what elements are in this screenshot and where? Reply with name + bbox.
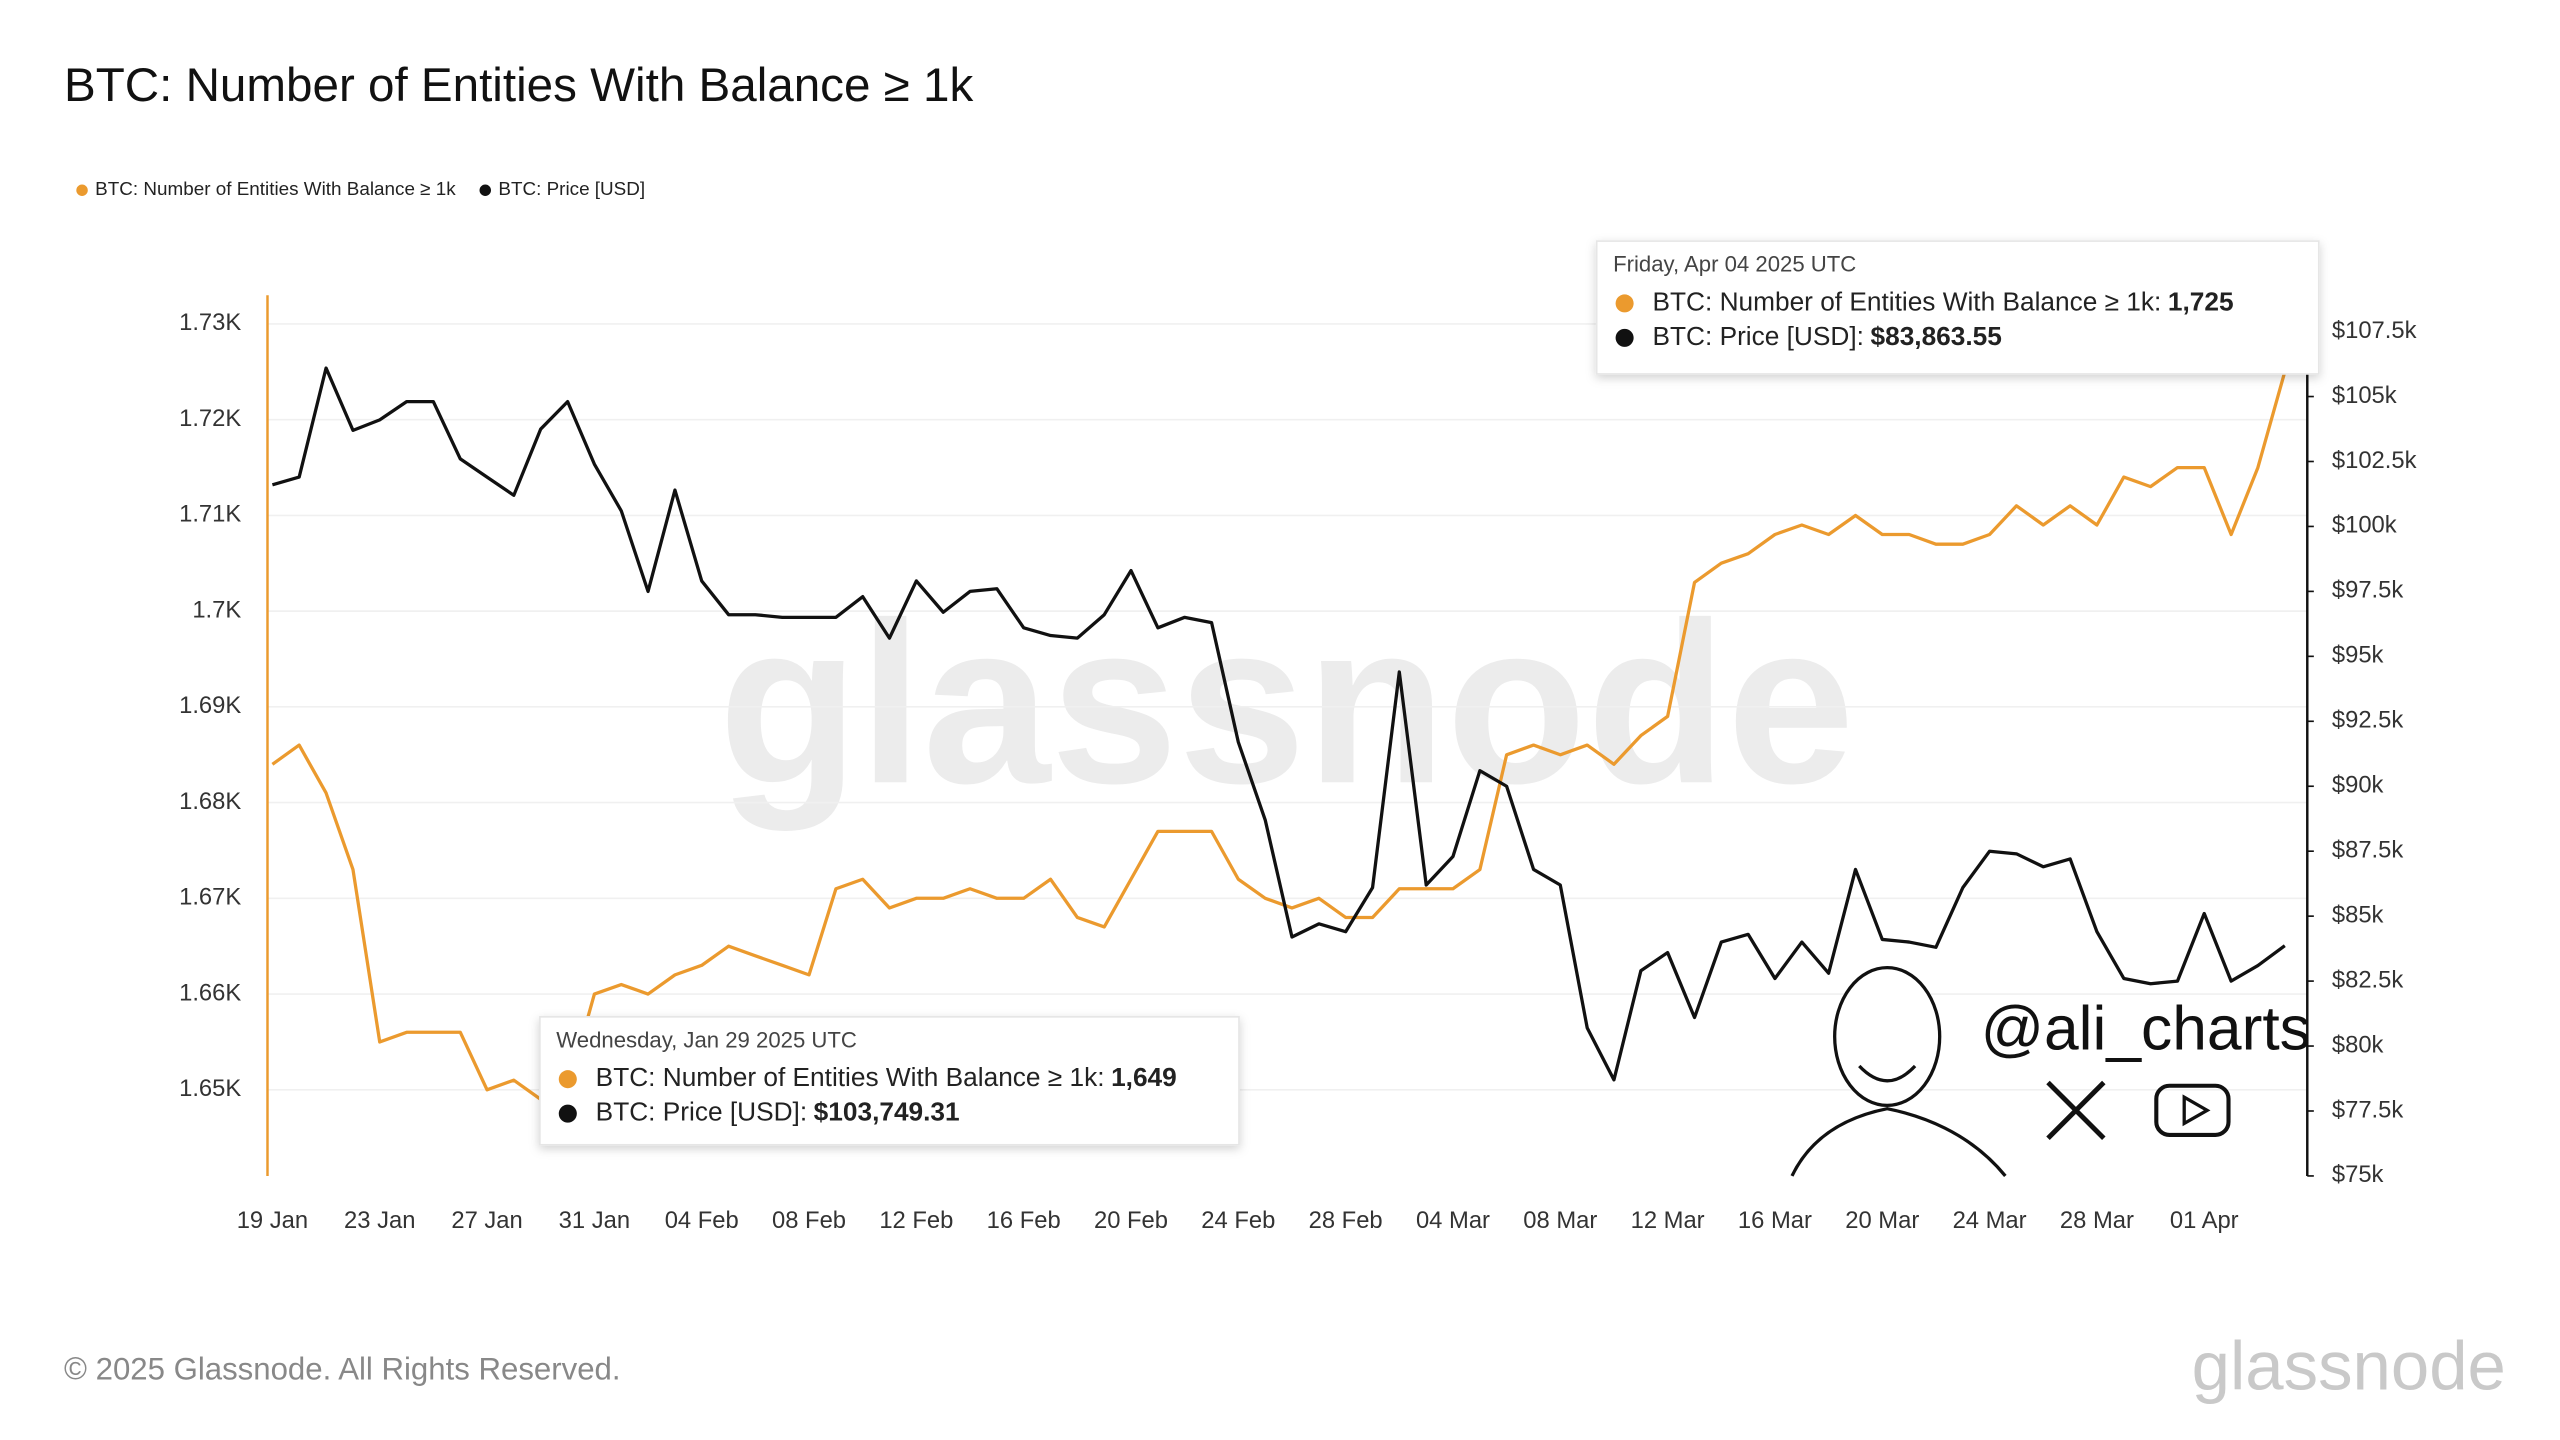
handle: @ali_charts <box>1981 995 2311 1064</box>
tooltip: Wednesday, Jan 29 2025 UTC BTC: Number of… <box>539 1016 1240 1146</box>
x-tick-label: 20 Feb <box>1094 1207 1168 1234</box>
x-tick-label: 16 Mar <box>1738 1207 1812 1234</box>
tooltip-marker <box>558 1070 577 1089</box>
x-tick-label: 31 Jan <box>559 1207 630 1234</box>
legend-marker <box>479 184 492 196</box>
avatar-body <box>1790 1107 2007 1177</box>
tooltip-date: Friday, Apr 04 2025 UTC <box>1613 252 1856 277</box>
x-tick-label: 20 Mar <box>1845 1207 1919 1234</box>
x-icon <box>2046 1080 2106 1140</box>
logo: glassnode <box>2192 1327 2506 1404</box>
tooltip-value: $103,749.31 <box>814 1097 960 1127</box>
author-badge: @ali_charts <box>1790 966 2311 1177</box>
tooltip-box <box>539 1016 1240 1146</box>
legend-marker <box>76 184 88 196</box>
y2-tick-label: $95k <box>2332 642 2384 669</box>
y2-tick-label: $75k <box>2332 1161 2384 1188</box>
x-tick-label: 28 Mar <box>2060 1207 2134 1234</box>
watermark: glassnode <box>718 574 1854 831</box>
y2-tick-label: $80k <box>2332 1031 2384 1058</box>
footer: © 2025 Glassnode. All Rights Reserved. <box>64 1351 621 1386</box>
tooltip-marker <box>1615 294 1634 313</box>
avatar-face <box>1833 966 1942 1108</box>
x-tick-label: 01 Apr <box>2170 1207 2239 1234</box>
x-tick-label: 08 Mar <box>1523 1207 1597 1234</box>
y2-tick-label: $107.5k <box>2332 317 2417 344</box>
y-tick-label: 1.68K <box>179 788 241 815</box>
y-tick-label: 1.72K <box>179 405 241 432</box>
legend-label: BTC: Number of Entities With Balance ≥ 1… <box>95 178 456 199</box>
tooltip-marker <box>558 1104 577 1123</box>
y2-tick-label: $90k <box>2332 772 2384 799</box>
x-tick-label: 12 Feb <box>879 1207 953 1234</box>
y2-tick-label: $85k <box>2332 901 2384 928</box>
tooltip-label: BTC: Number of Entities With Balance ≥ 1… <box>1653 286 2162 316</box>
y-tick-label: 1.67K <box>179 884 241 911</box>
plot-area: 1.65K 1.66K 1.67K 1.68K 1.69K 1.7K 1.71K 1.72K 1… <box>179 295 2417 1234</box>
youtube-icon <box>2154 1083 2231 1137</box>
legend-label: BTC: Price [USD] <box>498 178 645 199</box>
series-line <box>271 371 2287 1101</box>
tooltip-value: 1,725 <box>2168 286 2234 316</box>
chart-title: BTC: Number of Entities With Balance ≥ 1… <box>64 59 973 112</box>
x-tick-label: 28 Feb <box>1309 1207 1383 1234</box>
x-tick-label: 19 Jan <box>237 1207 308 1234</box>
y2-tick-label: $92.5k <box>2332 707 2403 734</box>
y-tick-label: 1.71K <box>179 501 241 528</box>
series-line <box>271 366 2286 1082</box>
y2-tick-label: $97.5k <box>2332 577 2403 604</box>
y2-tick-label: $102.5k <box>2332 447 2417 474</box>
tooltip-value: $83,863.55 <box>1871 321 2002 351</box>
x-tick-label: 04 Feb <box>665 1207 739 1234</box>
tooltip-label: BTC: Price [USD]: <box>1653 321 1864 351</box>
x-tick-label: 16 Feb <box>987 1207 1061 1234</box>
y2-tick-label: $77.5k <box>2332 1096 2403 1123</box>
y-tick-label: 1.7K <box>192 596 241 623</box>
x-tick-label: 24 Feb <box>1201 1207 1275 1234</box>
avatar-smile <box>1858 1064 1917 1083</box>
tooltip: Friday, Apr 04 2025 UTC BTC: Number of En… <box>1595 240 2320 375</box>
y-tick-label: 1.73K <box>179 309 241 336</box>
y2-tick-label: $82.5k <box>2332 966 2403 993</box>
tooltip-box <box>1595 240 2320 375</box>
x-tick-label: 04 Mar <box>1416 1207 1490 1234</box>
y-tick-label: 1.65K <box>179 1075 241 1102</box>
y2-tick-label: $105k <box>2332 382 2397 409</box>
x-tick-label: 27 Jan <box>451 1207 522 1234</box>
x-tick-label: 08 Feb <box>772 1207 846 1234</box>
y-tick-label: 1.66K <box>179 979 241 1006</box>
tooltip-date: Wednesday, Jan 29 2025 UTC <box>556 1027 857 1052</box>
youtube-play <box>2182 1094 2211 1127</box>
tooltip-marker <box>1615 328 1634 347</box>
x-tick-label: 24 Mar <box>1953 1207 2027 1234</box>
y2-tick-label: $87.5k <box>2332 836 2403 863</box>
tooltip-label: BTC: Number of Entities With Balance ≥ 1… <box>596 1062 1105 1092</box>
y2-tick-label: $100k <box>2332 512 2397 539</box>
x-tick-label: 12 Mar <box>1631 1207 1705 1234</box>
x-tick-label: 23 Jan <box>344 1207 415 1234</box>
tooltip-value: 1,649 <box>1111 1062 1177 1092</box>
tooltip-label: BTC: Price [USD]: <box>596 1097 807 1127</box>
y-tick-label: 1.69K <box>179 692 241 719</box>
